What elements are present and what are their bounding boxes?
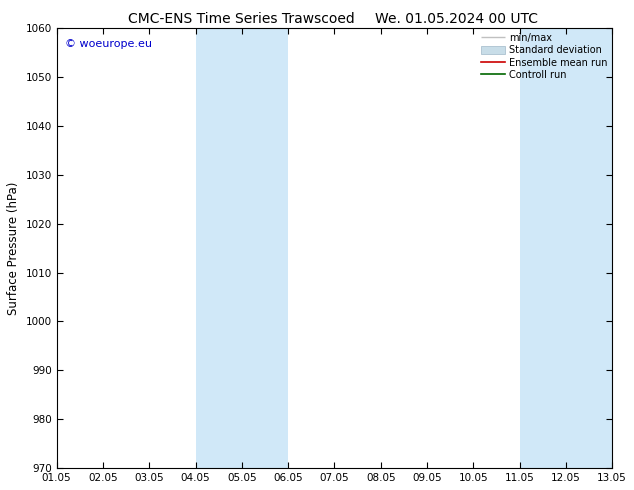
Bar — [520, 28, 612, 468]
Bar — [195, 28, 288, 468]
Text: © woeurope.eu: © woeurope.eu — [65, 39, 152, 49]
Y-axis label: Surface Pressure (hPa): Surface Pressure (hPa) — [7, 181, 20, 315]
Text: CMC-ENS Time Series Trawscoed: CMC-ENS Time Series Trawscoed — [127, 12, 354, 26]
Legend: min/max, Standard deviation, Ensemble mean run, Controll run: min/max, Standard deviation, Ensemble me… — [479, 31, 609, 82]
Text: We. 01.05.2024 00 UTC: We. 01.05.2024 00 UTC — [375, 12, 538, 26]
